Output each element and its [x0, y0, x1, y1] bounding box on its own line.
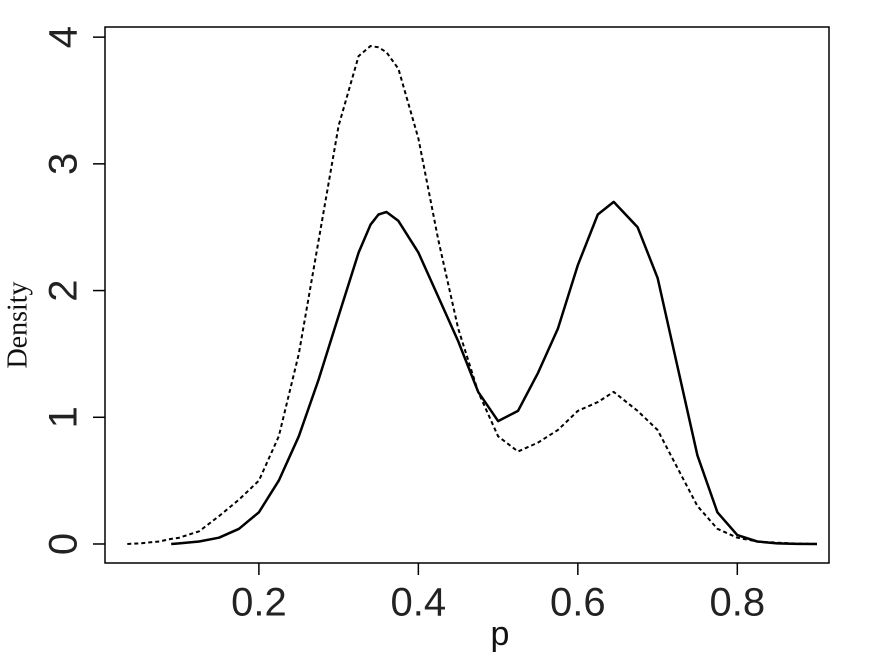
x-tick-label: 0.4	[391, 581, 447, 625]
density-line	[127, 45, 818, 545]
x-tick-label: 0.2	[231, 581, 287, 625]
y-tick-label: 0	[42, 533, 86, 555]
density-line	[171, 200, 818, 546]
y-axis-label: Density	[2, 281, 33, 368]
x-tick-label: 0.8	[709, 581, 765, 625]
plot-frame	[104, 26, 830, 564]
y-tick-label: 2	[42, 279, 86, 301]
x-axis-label: p	[491, 615, 510, 653]
y-tick-label: 4	[42, 26, 86, 48]
y-tick-label: 3	[42, 153, 86, 175]
x-tick-label: 0.6	[550, 581, 606, 625]
y-tick-label: 1	[42, 406, 86, 428]
